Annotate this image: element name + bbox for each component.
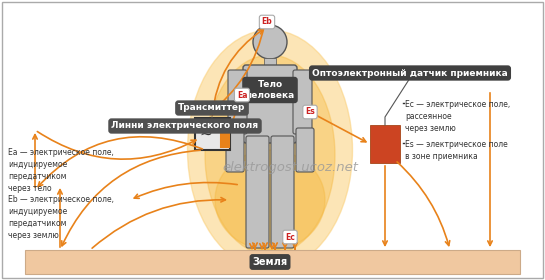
Text: Тело
человека: Тело человека xyxy=(245,80,295,100)
Text: Es: Es xyxy=(305,108,315,116)
FancyBboxPatch shape xyxy=(25,250,520,274)
Circle shape xyxy=(253,25,287,59)
FancyBboxPatch shape xyxy=(226,128,244,172)
Text: Трансмиттер: Трансмиттер xyxy=(178,104,246,113)
FancyBboxPatch shape xyxy=(228,70,247,134)
Text: Ea: Ea xyxy=(237,90,247,99)
Text: ~: ~ xyxy=(199,127,213,141)
FancyBboxPatch shape xyxy=(246,136,269,248)
Ellipse shape xyxy=(205,55,335,255)
FancyBboxPatch shape xyxy=(195,118,230,150)
Text: Линни электрического поля: Линни электрического поля xyxy=(111,122,258,130)
Text: Ea — электрическое поле,
индуцируемое
передатчиком
через тело: Ea — электрическое поле, индуцируемое пе… xyxy=(8,148,114,193)
FancyBboxPatch shape xyxy=(271,136,294,248)
Text: Оптоэлектронный датчик приемника: Оптоэлектронный датчик приемника xyxy=(312,69,508,78)
FancyBboxPatch shape xyxy=(264,58,276,68)
Text: Земля: Земля xyxy=(252,257,288,267)
FancyBboxPatch shape xyxy=(296,128,314,172)
Text: elektrogost.ucoz.net: elektrogost.ucoz.net xyxy=(222,162,358,174)
FancyBboxPatch shape xyxy=(243,65,297,143)
Text: Ec — электрическое поле,
рассеянное
через землю: Ec — электрическое поле, рассеянное чере… xyxy=(405,100,510,133)
Ellipse shape xyxy=(215,150,325,250)
Text: Eb — электрическое поле,
индуцируемое
передатчиком
через землю: Eb — электрическое поле, индуцируемое пе… xyxy=(8,195,114,241)
Text: Ec: Ec xyxy=(285,232,295,241)
FancyBboxPatch shape xyxy=(370,125,400,163)
FancyBboxPatch shape xyxy=(293,70,312,134)
Text: Es — электрическое поле
в зоне приемника: Es — электрическое поле в зоне приемника xyxy=(405,140,508,161)
Ellipse shape xyxy=(187,30,353,270)
Text: Eb: Eb xyxy=(262,17,272,27)
